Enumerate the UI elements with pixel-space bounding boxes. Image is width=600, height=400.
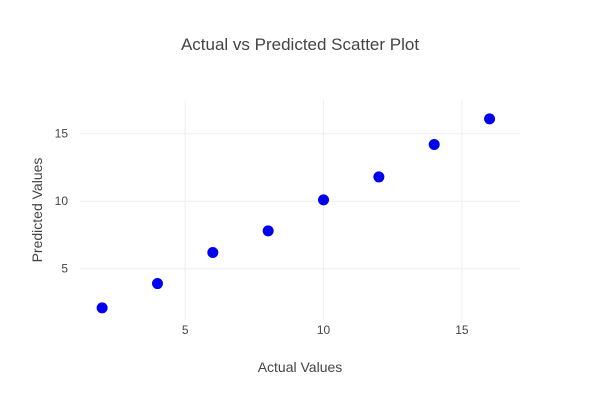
data-point: [318, 194, 330, 206]
data-points: [96, 113, 496, 314]
data-point: [484, 113, 496, 125]
data-point: [373, 171, 385, 183]
data-point: [151, 278, 163, 290]
data-point: [207, 247, 219, 259]
tick-labels: 5 10 15 5 10 15: [55, 127, 469, 337]
y-tick-label: 10: [55, 194, 69, 208]
gridlines: [80, 100, 520, 320]
y-tick-label: 15: [55, 127, 69, 141]
x-tick-label: 5: [182, 323, 189, 337]
data-point: [428, 139, 440, 151]
x-tick-label: 15: [455, 323, 469, 337]
y-axis-title: Predicted Values: [29, 158, 45, 263]
chart-title: Actual vs Predicted Scatter Plot: [181, 35, 419, 54]
data-point: [96, 302, 108, 314]
data-point: [262, 225, 274, 237]
x-tick-label: 10: [317, 323, 331, 337]
y-tick-label: 5: [61, 262, 68, 276]
x-axis-title: Actual Values: [258, 359, 343, 375]
